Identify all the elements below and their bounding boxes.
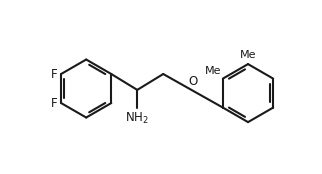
Text: O: O: [188, 75, 198, 88]
Text: Me: Me: [205, 66, 221, 76]
Text: NH$_2$: NH$_2$: [125, 111, 149, 126]
Text: F: F: [51, 68, 57, 81]
Text: Me: Me: [240, 50, 256, 60]
Text: F: F: [51, 97, 57, 109]
